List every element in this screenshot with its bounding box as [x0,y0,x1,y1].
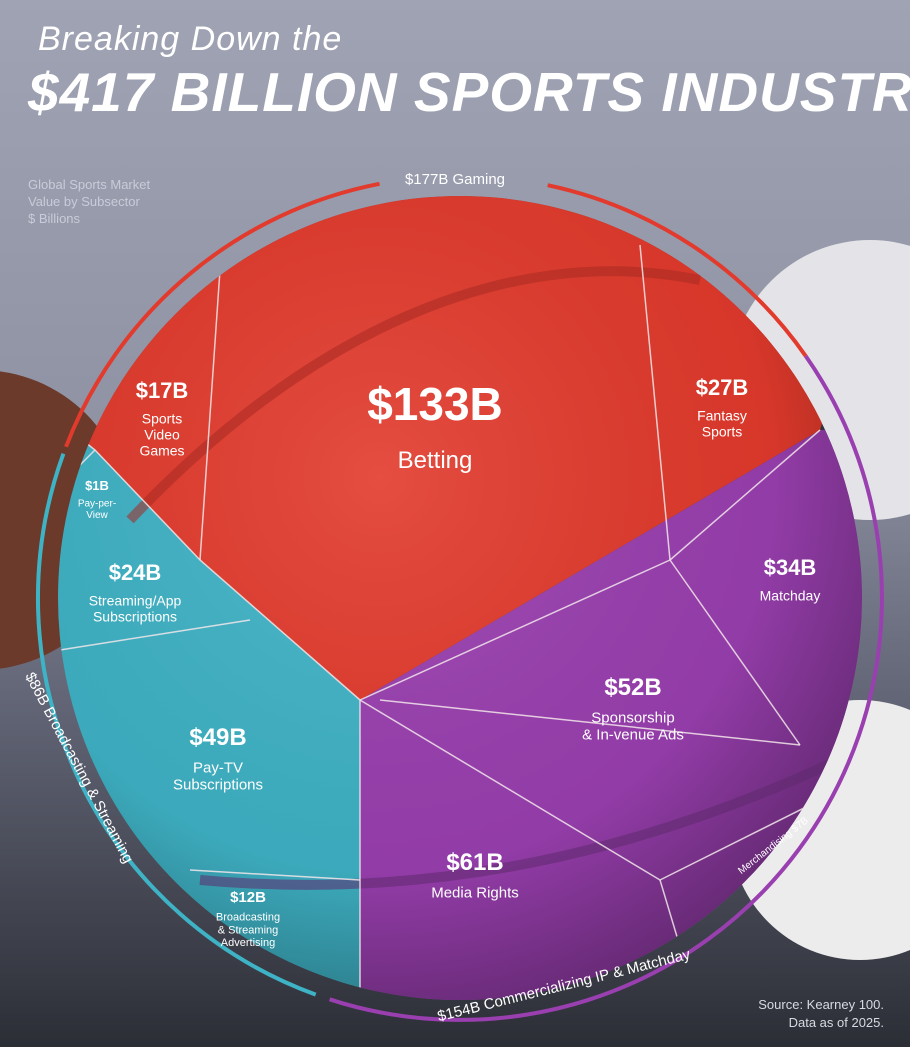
segment-name-label: Pay-TV [193,759,243,776]
ball-regions [58,196,862,1000]
segment-value-label: $27B [696,375,749,400]
segment-name-label: Sports [702,424,742,440]
segment-name-label: Media Rights [431,884,519,901]
segment-name-label: Matchday [760,587,821,603]
segment-name-label: Subscriptions [93,609,177,625]
segment-name-label: Games [139,443,184,459]
chart-subtitle: Global Sports Market Value by Subsector … [28,176,150,227]
subtitle-line: Value by Subsector [28,194,140,209]
title-line-1: Breaking Down the [38,20,343,58]
subtitle-line: Global Sports Market [28,177,151,192]
segment-name-label: & Streaming [218,924,279,936]
segment-name-label: Sports [142,410,182,426]
segment-value-label: $61B [446,849,503,876]
segment-value-label: $49B [189,724,246,751]
segment-value-label: $17B [136,378,189,403]
commercializing-arc [328,354,884,1022]
subtitle-line: $ Billions [28,211,81,226]
segment-value-label: $24B [109,560,162,585]
segment-name-label: Betting [398,447,473,474]
segment-name-label: & In-venue Ads [582,727,684,744]
gaming-arc [64,181,380,448]
group-label-gaming: $177B Gaming [405,171,505,188]
source-line: Data as of 2025. [788,1015,884,1030]
segment-value-label: $52B [604,674,661,701]
segment-name-label: Broadcasting [216,912,280,924]
gaming-arc [547,183,808,358]
segment-name-label: Video [144,427,180,443]
segment-name-label: Sponsorship [591,709,674,726]
segment-name-label: Streaming/App [89,592,182,608]
segment-name-label: Advertising [221,937,275,949]
segment-value-label: $133B [367,378,503,430]
segment-name-label: Subscriptions [173,777,263,794]
source-line: Source: Kearney 100. [758,997,884,1012]
segment-name-label: Fantasy [697,407,747,423]
segment-value-label: $34B [764,555,817,580]
segment-name-label: Pay-per- [78,499,116,510]
segment-name-label: View [86,510,108,521]
chart-title: $417 BILLION SPORTS INDUSTRY [28,61,910,123]
broadcasting-arc [35,453,317,997]
segment-value-label: $1B [85,478,109,493]
source-note: Source: Kearney 100. Data as of 2025. [758,996,884,1032]
segment-value-label: $12B [230,889,266,906]
